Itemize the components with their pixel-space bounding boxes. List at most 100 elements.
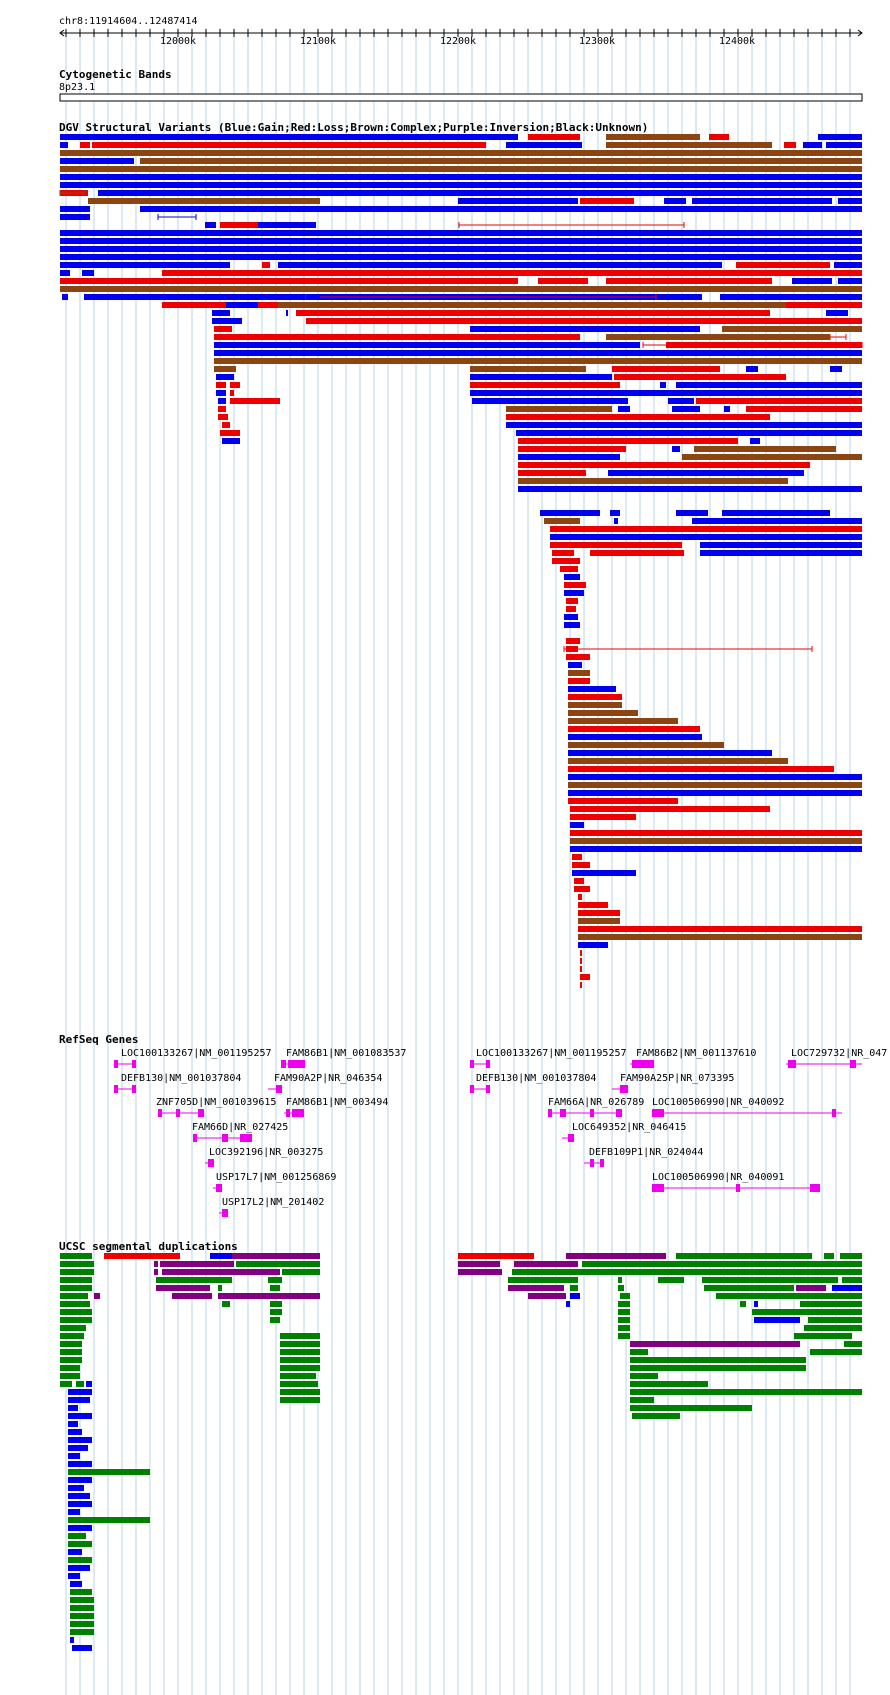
segdup-block: [68, 1493, 90, 1499]
dgv-variant: [212, 294, 258, 300]
segdup-block: [702, 1277, 838, 1283]
segdup-block: [280, 1341, 320, 1347]
ruler-tick-label: 12200k: [440, 36, 476, 47]
gene-exon: [281, 1060, 286, 1068]
dgv-variant: [518, 486, 862, 492]
dgv-variant: [566, 598, 578, 604]
segdup-block: [70, 1581, 82, 1587]
segdup-block: [840, 1253, 862, 1259]
segdup-block: [60, 1357, 82, 1363]
dgv-variant: [226, 302, 258, 308]
segdup-block: [60, 1309, 92, 1315]
segdup-block: [280, 1373, 316, 1379]
dgv-variant: [838, 278, 862, 284]
segdup-block: [752, 1309, 862, 1315]
segdup-block: [800, 1301, 862, 1307]
dgv-variant: [578, 934, 862, 940]
segdup-block: [104, 1253, 180, 1259]
dgv-variant: [60, 206, 90, 212]
dgv-variant: [140, 158, 862, 164]
dgv-variant: [696, 398, 862, 404]
dgv-variant: [162, 270, 862, 276]
segdup-block: [630, 1389, 862, 1395]
segdup-block: [68, 1413, 92, 1419]
segdup-block: [630, 1341, 800, 1347]
dgv-variant: [60, 286, 862, 292]
dgv-variant: [578, 926, 862, 932]
dgv-variant: [212, 310, 230, 316]
dgv-variant: [220, 430, 240, 436]
dgv-variant: [580, 950, 582, 956]
segdup-block: [210, 1253, 232, 1259]
dgv-variant: [80, 142, 90, 148]
dgv-variant: [552, 550, 574, 556]
segdup-block: [514, 1261, 578, 1267]
segdup-block: [794, 1333, 852, 1339]
segdup-block: [754, 1317, 800, 1323]
gene-exon: [114, 1060, 118, 1068]
dgv-variant: [506, 414, 770, 420]
segdup-block: [620, 1293, 630, 1299]
gene-exon: [590, 1109, 594, 1117]
dgv-variant: [580, 966, 582, 972]
segdup-block: [632, 1413, 680, 1419]
segdup-track-title: UCSC segmental duplications: [59, 1240, 238, 1253]
segdup-block: [60, 1333, 84, 1339]
segdup-block: [280, 1365, 320, 1371]
dgv-variant: [578, 910, 620, 916]
segdup-block: [68, 1501, 92, 1507]
segdup-block: [630, 1381, 708, 1387]
dgv-variant: [700, 550, 862, 556]
dgv-variant: [574, 886, 590, 892]
dgv-variant: [60, 158, 134, 164]
segdup-block: [60, 1293, 88, 1299]
segdup-block: [68, 1549, 82, 1555]
dgv-variant: [826, 310, 848, 316]
refseq-track[interactable]: RefSeq Genes LOC100133267|NM_001195257 F…: [59, 1033, 887, 1217]
dgv-variant: [568, 758, 788, 764]
dgv-variant: [826, 142, 862, 148]
segdup-track[interactable]: UCSC segmental duplications: [59, 1240, 862, 1651]
gene-label: USP17L7|NM_001256869: [216, 1172, 336, 1183]
dgv-variant: [572, 862, 590, 868]
segdup-block: [458, 1269, 502, 1275]
cytoband-track[interactable]: Cytogenetic Bands 8p23.1: [59, 68, 863, 102]
gene-exon: [632, 1060, 654, 1068]
segdup-block: [68, 1445, 88, 1451]
gene-exon: [292, 1109, 304, 1117]
dgv-variant: [506, 142, 582, 148]
segdup-block: [280, 1381, 318, 1387]
segdup-block: [60, 1349, 82, 1355]
dgv-variant: [700, 542, 862, 548]
gene-label: FAM86B1|NM_001083537: [286, 1048, 406, 1059]
segdup-block: [68, 1437, 92, 1443]
segdup-block: [630, 1365, 806, 1371]
dgv-variant: [216, 374, 234, 380]
segdup-block: [172, 1293, 212, 1299]
ruler-tick-label: 12400k: [719, 36, 755, 47]
dgv-variant: [560, 566, 578, 572]
gene-label: LOC100506990|NR_040091: [652, 1172, 784, 1183]
segdup-block: [630, 1373, 658, 1379]
segdup-block: [60, 1261, 94, 1267]
dgv-track[interactable]: DGV Structural Variants (Blue:Gain;Red:L…: [59, 121, 863, 988]
dgv-variant: [60, 278, 518, 284]
dgv-variant: [212, 318, 242, 324]
segdup-block: [280, 1333, 320, 1339]
gene-exon: [288, 1060, 305, 1068]
gene-exon: [193, 1134, 197, 1142]
dgv-variant: [806, 302, 862, 308]
segdup-block: [832, 1285, 862, 1291]
dgv-variant: [568, 750, 772, 756]
gene-label: LOC100133267|NM_001195257: [476, 1048, 627, 1059]
gene-exon: [832, 1109, 836, 1117]
dgv-variant: [580, 974, 590, 980]
gene-exon: [216, 1184, 222, 1192]
segdup-block: [268, 1277, 282, 1283]
dgv-variant: [516, 430, 862, 436]
dgv-variant: [214, 334, 580, 340]
segdup-block: [68, 1485, 84, 1491]
dgv-variant: [564, 622, 580, 628]
dgv-variant: [214, 326, 232, 332]
gene-exon: [850, 1060, 856, 1068]
